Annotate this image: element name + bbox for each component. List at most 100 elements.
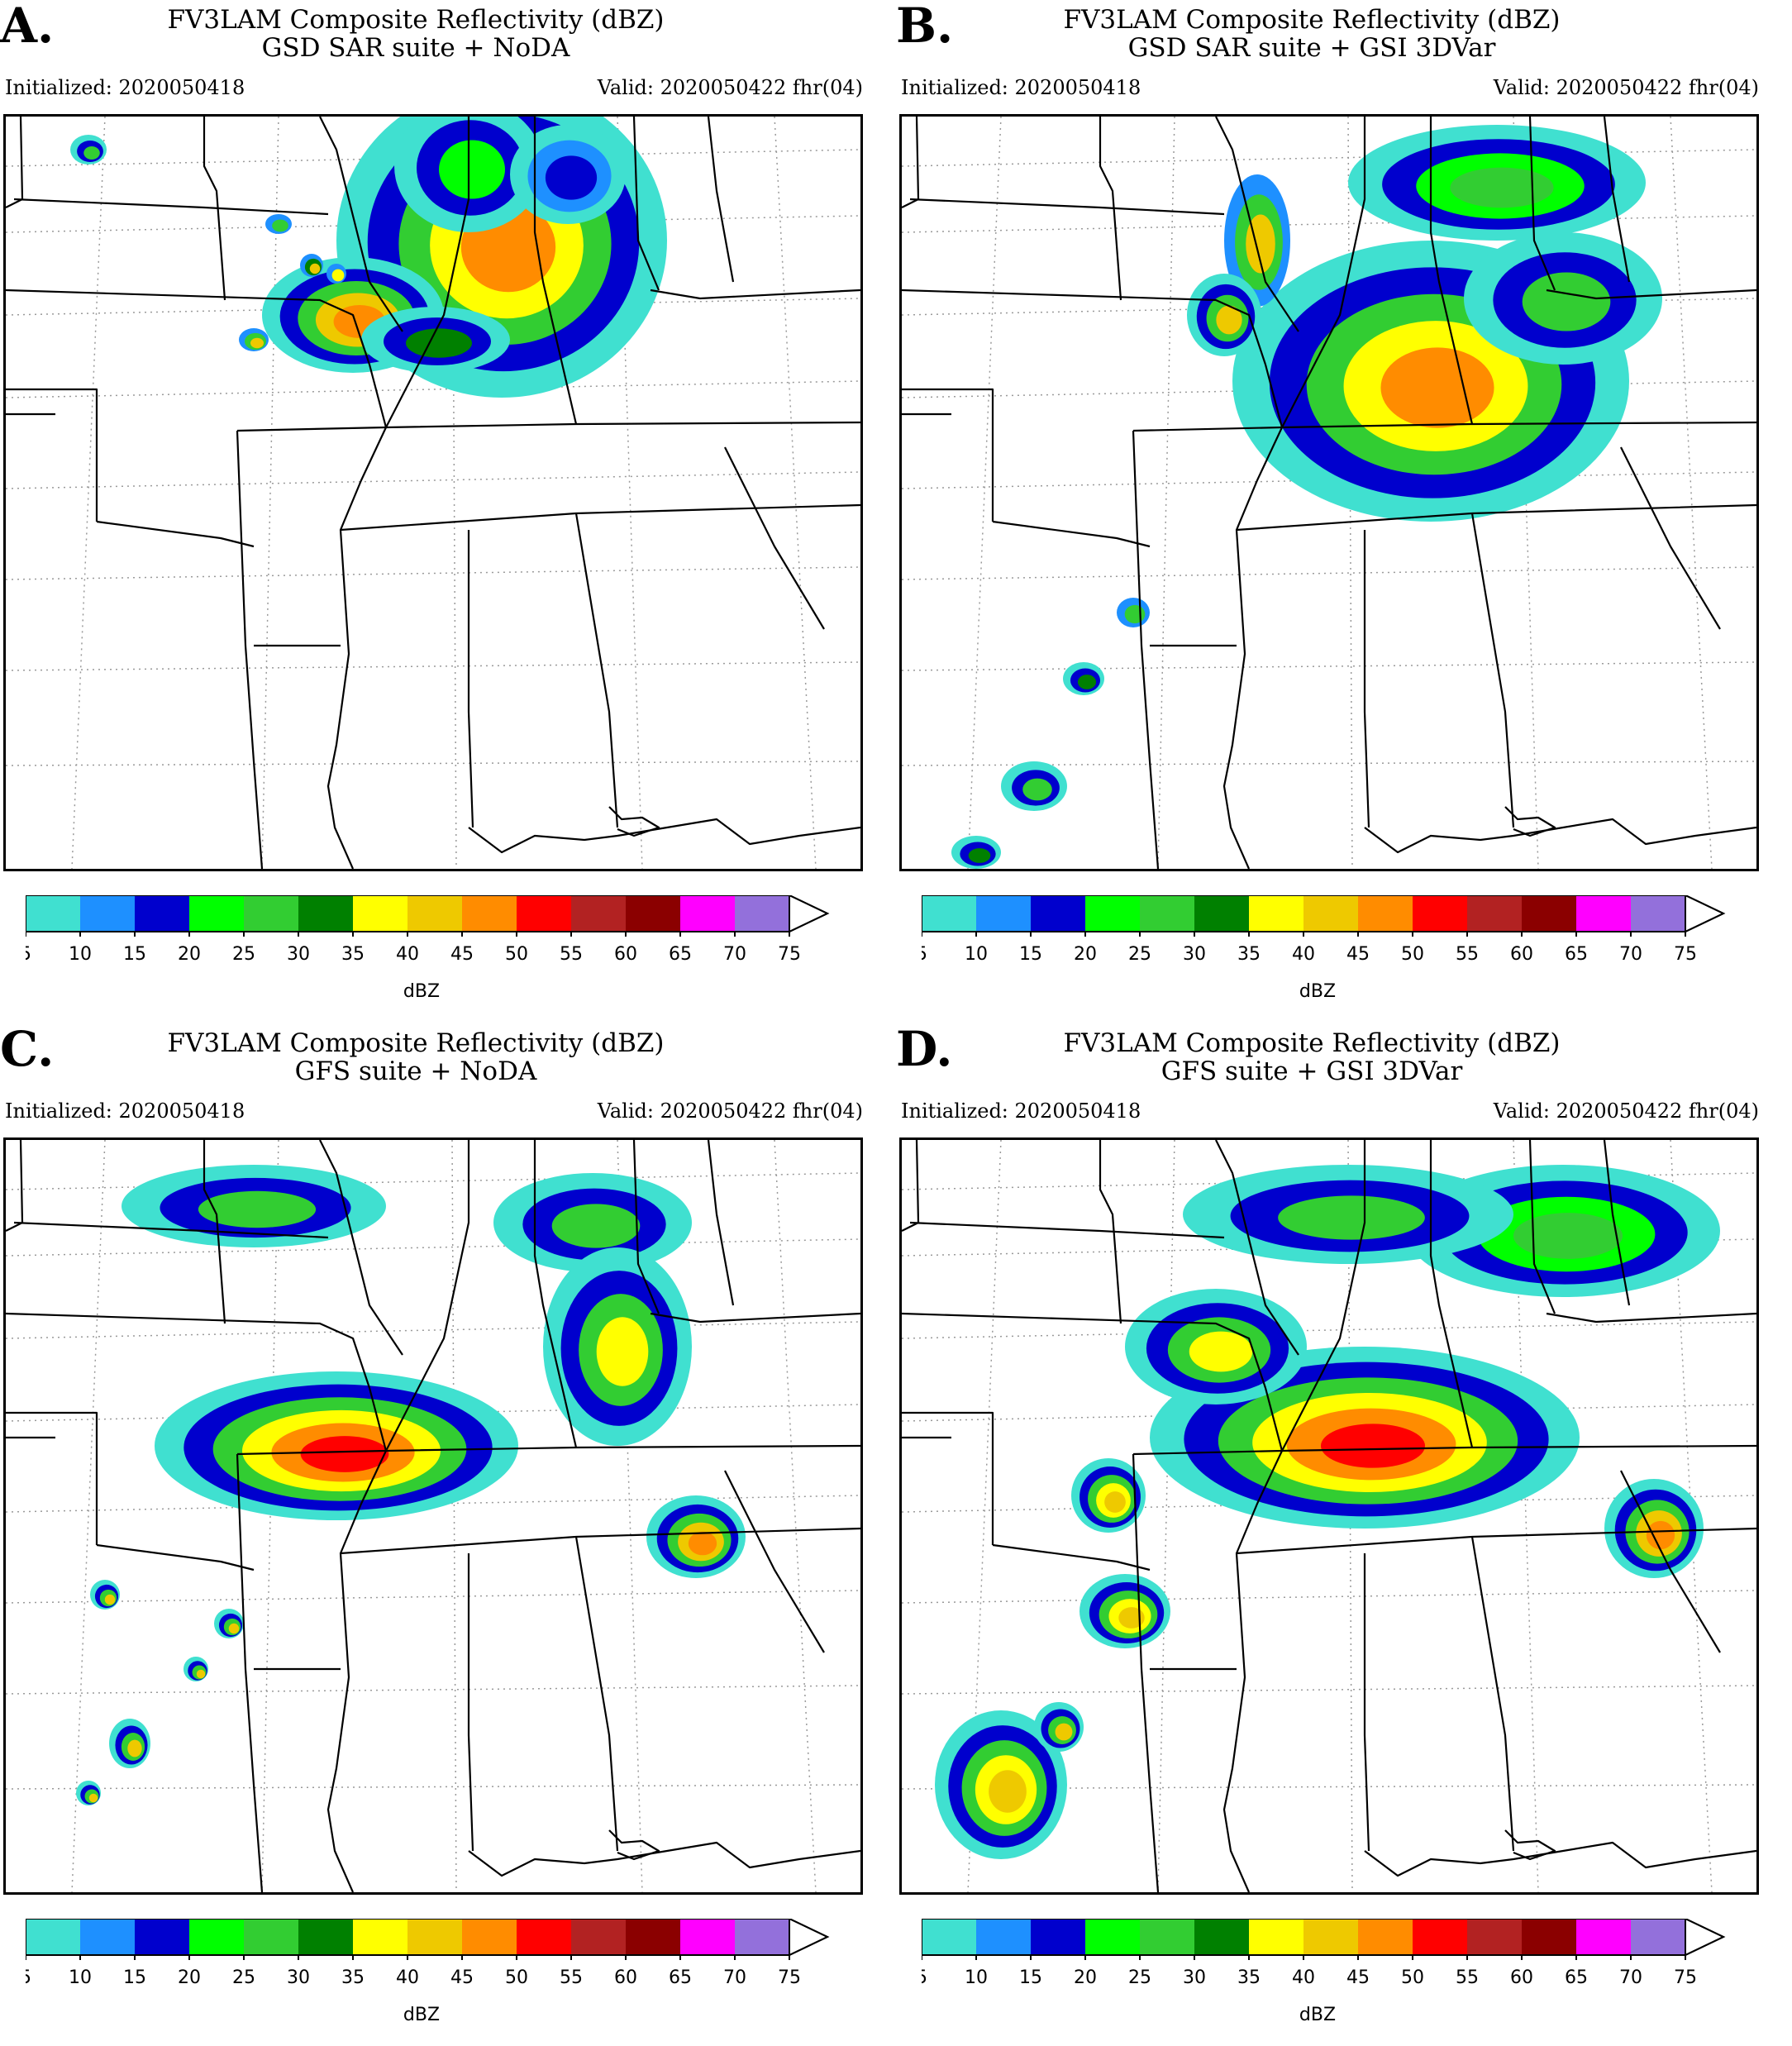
colorbar-tick-label: 60 [614,1967,637,1988]
echo-contour [1055,1723,1073,1741]
echo-contour [127,1739,142,1757]
valid-time: Valid: 2020050422 fhr(04) [1493,76,1759,99]
colorbar-tick-label: 65 [1565,1967,1588,1988]
colorbar-tick-label: 65 [1565,944,1588,965]
panel-letter: C. [0,1021,55,1077]
colorbar-tick-label: 55 [1456,944,1479,965]
colorbar-tick-label: 45 [450,944,474,965]
colorbar-swatch [80,1919,135,1955]
colorbar-swatch [407,895,462,932]
colorbar-swatches [921,894,1726,933]
colorbar-tick-label: 25 [1128,1967,1151,1988]
colorbar-tick-label: 70 [1619,1967,1642,1988]
echo-contour [1278,1195,1425,1240]
panel-d: D. FV3LAM Composite Reflectivity (dBZ) G… [896,1023,1792,2046]
colorbar-extend-arrow [1685,894,1726,933]
map-graticule [6,1140,860,1892]
echo-contour [1124,604,1146,624]
reflectivity-map [899,114,1759,871]
reflectivity-map [3,1137,863,1895]
colorbar-tick-label: 50 [505,1967,528,1988]
valid-time: Valid: 2020050422 fhr(04) [1493,1099,1759,1123]
colorbar-tick-labels: 5 10 15 20 25 30 35 40 45 50 55 60 65 70 75 [916,1955,1697,1988]
echo-contour [968,848,991,863]
echo-contour [688,1531,717,1556]
echo-contour [989,1770,1027,1813]
colorbar-swatch [1522,1919,1576,1955]
colorbar-tick-label: 30 [1183,1967,1206,1988]
panel-a: A. FV3LAM Composite Reflectivity (dBZ) G… [0,0,896,1023]
echo-contour [1118,1607,1145,1629]
colorbar-tick-label: 10 [965,944,988,965]
echo-contour [196,1669,206,1679]
echo-contour [250,337,264,349]
colorbar-tick-label: 35 [341,1967,365,1988]
colorbar-swatch [189,1919,244,1955]
colorbar-tick-label: 55 [1456,1967,1479,1988]
colorbar-swatch [1085,1919,1140,1955]
colorbar-swatch [80,895,135,932]
colorbar-tick-label: 50 [1401,1967,1424,1988]
colorbar-swatch [298,1919,353,1955]
colorbar: 5 10 15 20 25 30 35 40 45 50 55 60 65 70 75 [916,894,1765,990]
echo-contour [83,146,100,160]
colorbar-label: dBZ [403,981,441,1002]
colorbar-tick-label: 15 [1019,944,1042,965]
colorbar-swatch [1576,895,1631,932]
colorbar-tick-label: 75 [1674,1967,1697,1988]
colorbar-swatch [1194,895,1249,932]
colorbar: 5 10 15 20 25 30 35 40 45 50 55 60 65 70 75 [20,1917,869,2013]
initialized-time: Initialized: 2020050418 [901,76,1141,99]
colorbar-swatch [517,1919,571,1955]
colorbar-label: dBZ [1299,981,1337,1002]
colorbar-swatch [1467,1919,1522,1955]
echo-contour [1216,305,1242,335]
colorbar-tick-labels: 5 10 15 20 25 30 35 40 45 50 55 60 65 70 75 [20,932,801,965]
initialized-time: Initialized: 2020050418 [901,1099,1141,1123]
colorbar: 5 10 15 20 25 30 35 40 45 50 55 60 65 70 75 [20,894,869,990]
colorbar-tick-label: 35 [1237,944,1261,965]
colorbar-swatch [680,1919,735,1955]
echo-contour [1522,272,1611,331]
colorbar-swatch [1140,895,1194,932]
echo-contour [309,263,321,274]
colorbar-swatch [462,895,517,932]
colorbar-tick-label: 20 [1074,944,1097,965]
state-boundaries [6,1140,860,1892]
colorbar-tick-label: 60 [614,944,637,965]
colorbar-tick-label: 55 [560,1967,583,1988]
colorbar-tick-label: 40 [1292,1967,1315,1988]
colorbar-swatch [353,1919,407,1955]
echo-contour [439,140,505,199]
colorbar-swatch [135,895,189,932]
colorbar-tick-label: 65 [669,944,692,965]
colorbar-tick-label: 45 [1346,1967,1370,1988]
echo-contour [1104,1491,1126,1513]
echo-contour [104,1594,116,1605]
colorbar-tick-label: 20 [178,1967,201,1988]
colorbar-tick-label: 5 [922,944,927,965]
colorbar-tick-label: 5 [922,1967,927,1988]
colorbar-extend-arrow [789,894,830,933]
colorbar-tick-label: 55 [560,944,583,965]
panel-title: FV3LAM Composite Reflectivity (dBZ) [1063,5,1561,35]
panel-letter: B. [896,0,954,54]
colorbar-swatch [1303,895,1358,932]
colorbar-tick-label: 50 [505,944,528,965]
colorbar-swatch [26,1919,80,1955]
panel-subtitle: GFS suite + NoDA [294,1056,537,1086]
colorbar-tick-label: 20 [1074,1967,1097,1988]
colorbar-swatches [921,1917,1726,1957]
colorbar-label: dBZ [1299,2005,1337,2025]
colorbar-tick-label: 10 [69,1967,92,1988]
colorbar-swatch [189,895,244,932]
reflectivity-echoes [76,1165,746,1805]
colorbar-swatch [407,1919,462,1955]
colorbar-tick-label: 45 [450,1967,474,1988]
reflectivity-map [899,1137,1759,1895]
colorbar-swatch [1413,1919,1467,1955]
colorbar-tick-label: 5 [26,1967,31,1988]
colorbar-tick-label: 75 [778,944,801,965]
reflectivity-echoes [935,1165,1720,1859]
panel-subtitle: GSD SAR suite + NoDA [261,33,570,63]
